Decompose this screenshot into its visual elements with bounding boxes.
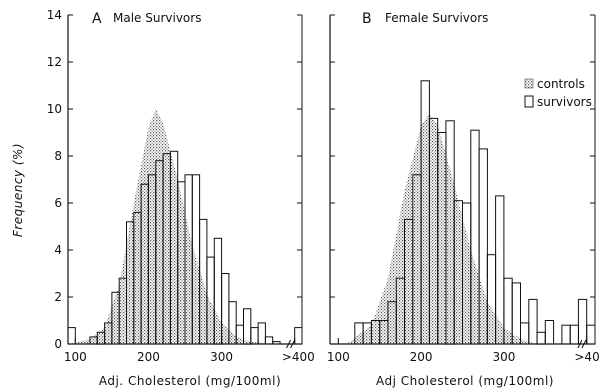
female-x-tick-label: 200 xyxy=(410,350,433,364)
panel-b-title: Female Survivors xyxy=(385,11,488,25)
male-axis-break xyxy=(290,339,296,349)
male-x-tick-label: 200 xyxy=(137,350,160,364)
male-survivors-bar xyxy=(250,327,259,345)
female-axis-break xyxy=(581,339,587,349)
male-x-tick-label: 100 xyxy=(64,350,87,364)
panel-a-letter: A xyxy=(92,11,102,27)
female-x-tick-label: 300 xyxy=(492,350,515,364)
panel-female-survivors: B Female Survivors Adj Cholesterol (mg/1… xyxy=(327,11,600,388)
male-survivors-bar xyxy=(67,327,76,345)
female-x-tick-label: 100 xyxy=(327,350,350,364)
y-tick-label: 14 xyxy=(47,8,62,22)
male-survivors-bar xyxy=(243,308,252,345)
female-survivors-bar xyxy=(561,324,571,345)
female-survivors-bar xyxy=(544,320,555,345)
female-survivors-bar xyxy=(528,298,538,345)
male-survivors-bar xyxy=(257,322,266,345)
panel-male-survivors: A Male Survivors Frequency (%) Adj. Chol… xyxy=(11,8,315,388)
legend: controls survivors xyxy=(524,77,592,109)
female-controls-area xyxy=(346,113,537,344)
panel-b-letter: B xyxy=(362,11,372,27)
male-axis-break xyxy=(286,339,292,349)
y-tick-label: 2 xyxy=(54,290,62,304)
male-x-tick-label: >400 xyxy=(282,350,315,364)
y-tick-label: 0 xyxy=(54,337,62,351)
male-survivors-bar xyxy=(264,336,274,345)
legend-survivors-swatch xyxy=(524,95,534,108)
female-survivors-bar xyxy=(569,324,580,345)
panel-b-x-axis-label: Adj Cholesterol (mg/100ml) xyxy=(376,374,554,388)
y-tick-label: 8 xyxy=(54,149,62,163)
male-survivors-bar xyxy=(294,327,303,345)
male-x-tick-label: 300 xyxy=(210,350,233,364)
y-tick-label: 10 xyxy=(47,102,62,116)
legend-controls-swatch xyxy=(524,78,534,89)
legend-survivors-label: survivors xyxy=(537,95,592,109)
female-axis-break xyxy=(577,339,583,349)
panel-a-title: Male Survivors xyxy=(113,11,201,25)
y-axis-label: Frequency (%) xyxy=(11,143,25,237)
legend-controls-label: controls xyxy=(537,77,585,91)
female-survivors-bar xyxy=(536,331,546,345)
female-survivors-bar xyxy=(577,298,588,345)
y-tick-label: 12 xyxy=(47,55,62,69)
panel-a-x-axis-label: Adj. Cholesterol (mg/100ml) xyxy=(99,374,281,388)
female-x-tick-label: >400 xyxy=(574,350,600,364)
y-tick-label: 4 xyxy=(54,243,62,257)
y-tick-label: 6 xyxy=(54,196,62,210)
female-survivors-bar xyxy=(586,324,596,345)
